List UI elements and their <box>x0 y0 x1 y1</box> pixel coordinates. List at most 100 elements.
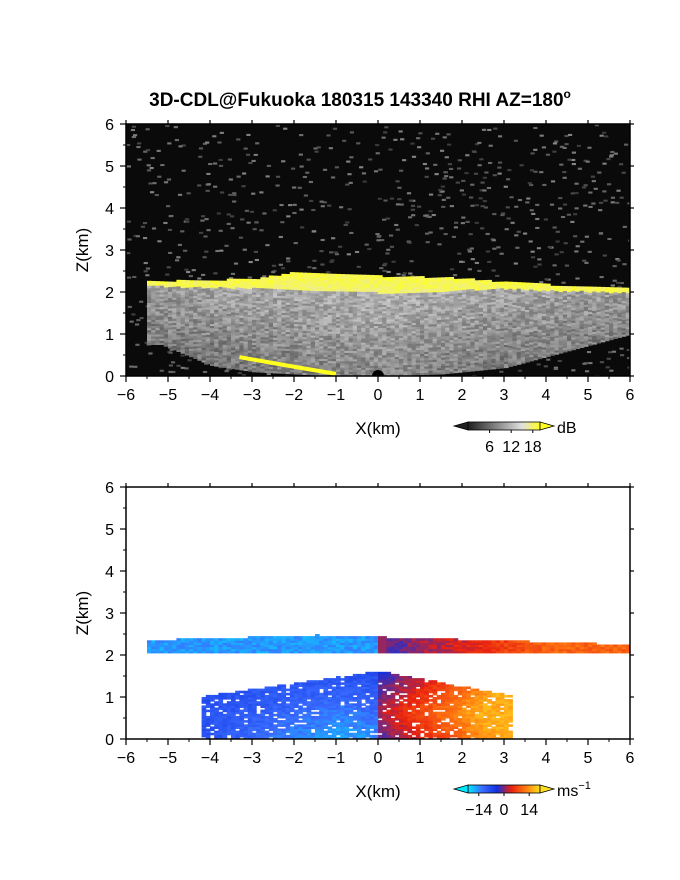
layer-cell <box>344 274 350 277</box>
boundary-cell <box>222 344 228 347</box>
boundary-cell <box>403 337 408 340</box>
layer-cell <box>491 281 497 285</box>
boundary-cell <box>302 294 308 298</box>
boundary-cell <box>294 298 299 302</box>
boundary-cell <box>386 295 392 299</box>
boundary-cell <box>214 298 219 302</box>
boundary-cell <box>344 365 350 368</box>
boundary-cell <box>441 296 446 299</box>
noise-cell <box>135 343 140 346</box>
layer-cell <box>319 277 324 281</box>
boundary-cell <box>298 302 303 306</box>
boundary-cell <box>529 314 534 318</box>
boundary-cell <box>340 350 345 353</box>
boundary-cell <box>483 361 488 364</box>
boundary-cell <box>487 367 492 370</box>
boundary-cell <box>294 348 299 352</box>
boundary-cell <box>344 329 350 332</box>
boundary-cell <box>189 329 194 333</box>
noise-cell <box>130 128 136 132</box>
boundary-cell <box>432 348 438 352</box>
boundary-cell <box>336 333 341 337</box>
boundary-cell <box>319 305 324 309</box>
layer-cell <box>306 279 312 282</box>
boundary-cell <box>512 293 518 297</box>
boundary-cell <box>491 337 497 340</box>
boundary-cell <box>315 356 320 359</box>
boundary-cell <box>323 345 329 349</box>
boundary-cell <box>386 365 392 368</box>
noise-cell <box>470 183 475 186</box>
boundary-cell <box>453 345 459 348</box>
boundary-cell <box>226 311 232 314</box>
boundary-cell <box>478 292 484 296</box>
boundary-cell <box>390 333 396 337</box>
layer-cell <box>441 285 446 289</box>
noise-cell <box>627 202 630 205</box>
noise-cell <box>293 242 298 245</box>
boundary-cell <box>520 340 526 343</box>
boundary-cell <box>331 320 337 324</box>
boundary-cell <box>201 351 207 355</box>
noise-cell <box>278 263 283 266</box>
boundary-cell <box>382 293 387 297</box>
boundary-cell <box>508 347 513 351</box>
boundary-cell <box>201 299 207 302</box>
boundary-cell <box>499 359 505 363</box>
boundary-cell <box>520 298 526 301</box>
boundary-cell <box>386 321 392 324</box>
layer-cell <box>319 287 324 291</box>
noise-cell <box>609 154 614 157</box>
layer-cell <box>172 283 177 287</box>
boundary-cell <box>512 302 518 305</box>
boundary-cell <box>390 346 396 349</box>
boundary-cell <box>491 364 497 368</box>
boundary-cell <box>205 340 211 344</box>
boundary-cell <box>525 299 530 302</box>
boundary-cell <box>424 355 429 359</box>
boundary-cell <box>222 310 228 314</box>
boundary-cell <box>306 307 312 311</box>
boundary-cell <box>487 291 492 295</box>
boundary-cell <box>474 334 480 338</box>
boundary-cell <box>197 324 203 328</box>
boundary-cell <box>231 341 236 344</box>
boundary-cell <box>235 358 240 362</box>
layer-cell <box>399 285 404 288</box>
boundary-cell <box>184 346 190 350</box>
boundary-cell <box>184 340 190 343</box>
boundary-cell <box>466 293 471 297</box>
boundary-cell <box>273 320 278 324</box>
boundary-cell <box>176 334 182 338</box>
boundary-cell <box>189 308 194 312</box>
boundary-cell <box>310 337 316 340</box>
boundary-cell <box>411 345 417 349</box>
layer-cell <box>369 289 375 293</box>
boundary-cell <box>537 331 543 334</box>
boundary-cell <box>487 337 492 341</box>
noise-cell <box>591 202 596 205</box>
boundary-cell <box>407 360 413 363</box>
layer-cell <box>310 275 316 278</box>
noise-cell <box>131 135 136 139</box>
boundary-cell <box>441 321 446 324</box>
boundary-cell <box>281 322 287 326</box>
boundary-cell <box>428 315 434 319</box>
boundary-cell <box>340 333 345 337</box>
boundary-cell <box>504 338 509 341</box>
boundary-cell <box>390 310 396 314</box>
boundary-cell <box>474 301 480 304</box>
boundary-cell <box>344 299 350 303</box>
boundary-cell <box>508 330 513 334</box>
layer-cell <box>394 280 400 284</box>
boundary-cell <box>168 341 173 345</box>
boundary-cell <box>449 343 455 347</box>
boundary-cell <box>340 341 345 345</box>
noise-cell <box>552 264 557 267</box>
boundary-cell <box>189 291 194 295</box>
boundary-cell <box>222 321 228 324</box>
boundary-cell <box>495 360 501 363</box>
boundary-cell <box>382 371 387 375</box>
noise-cell <box>482 189 487 192</box>
boundary-cell <box>336 367 341 370</box>
